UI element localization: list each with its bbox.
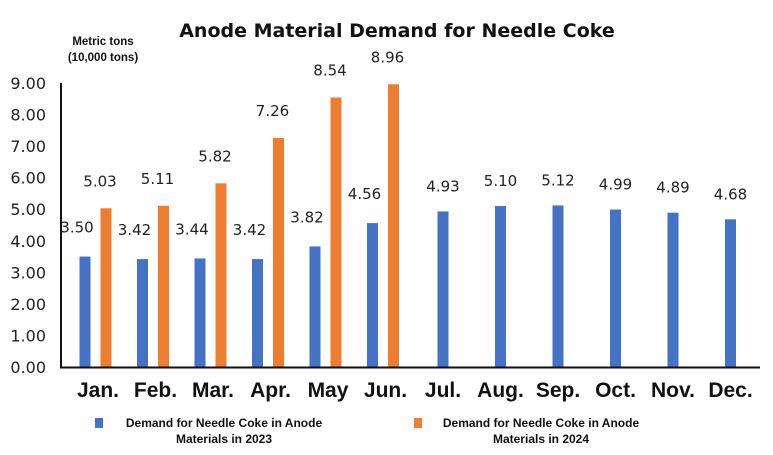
bar-2023-may [309,246,321,367]
legend-label-2024-line-2: Materials in 2024 [493,432,589,446]
y-tick-label: 9.00 [10,74,46,93]
bar-2023-apr [252,259,263,367]
bar-2023-feb [137,259,148,367]
x-tick-label: Jan. [77,379,119,402]
x-tick-label: Oct. [595,379,636,402]
data-labels: 3.50 5.03 3.42 5.11 3.44 5.82 3.42 7.26 3.82 8.54… [60,48,747,239]
bar-2024-jun [388,84,399,368]
bar-2023-dec [725,219,736,367]
legend-label-2023-line-2: Materials in 2023 [176,432,272,446]
data-label-2024: 5.11 [141,170,174,188]
x-tick-label: Sep. [536,379,580,402]
chart-title: Anode Material Demand for Needle Coke [179,20,615,42]
y-tick-label: 0.00 [10,358,46,377]
y-tick-label: 6.00 [10,169,46,188]
y-tick-label: 1.00 [10,326,46,345]
x-tick-label: Mar. [192,379,234,402]
data-label-2023: 4.93 [426,177,459,195]
bar-2023-jul [437,211,449,367]
y-tick-label: 7.00 [10,137,46,156]
legend-swatch-2024 [414,418,422,428]
y-axis-ticks: 0.00 1.00 2.00 3.00 4.00 5.00 6.00 7.00 8.00 9.00 [10,74,46,377]
bar-2023-sep [552,205,564,367]
data-label-2023: 3.50 [60,219,93,237]
x-tick-label: Jul. [425,379,461,402]
bar-2023-aug [495,206,506,367]
data-label-2024: 7.26 [256,102,289,120]
x-tick-label: Feb. [134,379,177,402]
y-tick-label: 2.00 [10,295,46,314]
bar-2023-oct [610,209,621,367]
legend-label-2024-line-1: Demand for Needle Coke in Anode [443,416,640,430]
x-tick-label: Dec. [708,379,752,402]
x-tick-label: Jun. [364,379,407,402]
x-tick-label: Aug. [477,379,524,402]
y-axis-unit-line-1: Metric tons [72,36,133,48]
x-tick-label: May [308,379,349,402]
legend: Demand for Needle Coke in Anode Material… [95,416,639,446]
data-label-2023: 5.10 [484,172,517,190]
bar-2023-nov [667,212,679,367]
data-label-2023: 5.12 [541,171,574,189]
y-tick-label: 5.00 [10,200,46,219]
data-label-2024: 5.82 [198,147,231,165]
data-label-2023: 4.68 [714,185,747,203]
bar-2024-feb [158,205,169,367]
y-tick-label: 3.00 [10,263,46,282]
data-label-2023: 4.99 [599,176,632,194]
data-label-2023: 3.42 [233,221,266,239]
data-label-2023: 3.82 [290,208,323,226]
legend-swatch-2023 [95,418,103,428]
bar-2024-apr [273,137,284,367]
data-label-2023: 4.56 [348,185,381,203]
bars [79,84,736,368]
data-label-2023: 3.42 [118,221,151,239]
data-label-2024: 8.96 [371,48,404,66]
data-label-2024: 5.03 [83,172,116,190]
bar-2023-jan [79,256,91,367]
bar-2023-mar [194,258,206,367]
x-tick-label: Nov. [651,379,695,402]
data-label-2023: 3.44 [175,220,208,238]
bar-2024-mar [215,183,227,367]
legend-label-2023-line-1: Demand for Needle Coke in Anode [126,416,323,430]
bar-2024-jan [100,208,112,367]
y-axis-unit-line-2: (10,000 tons) [68,52,138,64]
x-axis-ticks: Jan. Feb. Mar. Apr. May Jun. Jul. Aug. Sep. Oct. N… [77,379,753,402]
bar-2024-may [330,97,342,367]
data-label-2024: 8.54 [313,62,346,80]
bar-2023-jun [367,223,378,367]
data-label-2023: 4.89 [656,179,689,197]
y-tick-label: 8.00 [10,106,46,125]
y-tick-label: 4.00 [10,232,46,251]
x-tick-label: Apr. [250,379,291,402]
